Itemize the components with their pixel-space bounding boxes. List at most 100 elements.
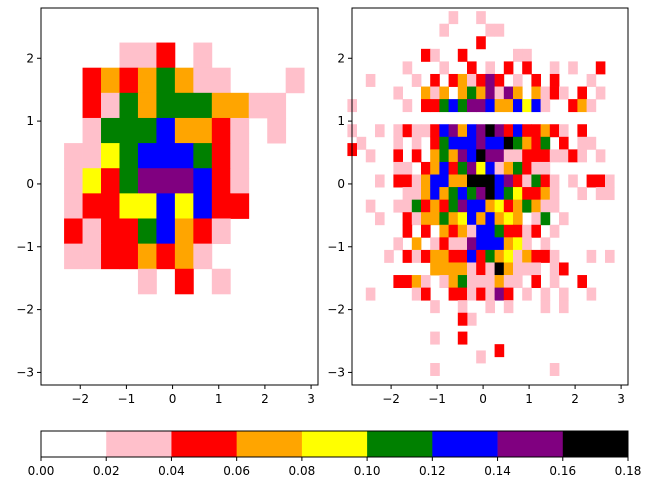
x-tick-label: 0 bbox=[479, 392, 487, 406]
right-heatmap-cell bbox=[476, 149, 486, 163]
left-heatmap-cell bbox=[174, 117, 194, 144]
left-heatmap-cell bbox=[230, 92, 250, 119]
right-heatmap-cell bbox=[430, 86, 440, 100]
right-heatmap-cell bbox=[430, 73, 440, 87]
colorbar-tick-label: 0.08 bbox=[289, 464, 316, 478]
right-plot-frame bbox=[351, 7, 629, 386]
right-heatmap-cell bbox=[421, 212, 431, 226]
right-heatmap-cell bbox=[531, 149, 541, 163]
right-heatmap-cell bbox=[540, 86, 551, 100]
right-heatmap-cell bbox=[522, 161, 532, 175]
right-heatmap-cell bbox=[402, 275, 413, 289]
right-heatmap-cell bbox=[457, 174, 468, 188]
right-heatmap-cell bbox=[503, 61, 514, 75]
colorbar-segment bbox=[301, 431, 368, 457]
right-heatmap-cell bbox=[494, 124, 505, 138]
x-tick-label: 0 bbox=[169, 392, 177, 406]
left-heatmap-cell bbox=[211, 92, 231, 119]
right-heatmap-cell bbox=[476, 287, 486, 301]
right-heatmap-cell bbox=[448, 187, 459, 201]
left-heatmap-cell bbox=[137, 143, 157, 169]
right-heatmap-cell bbox=[402, 199, 413, 213]
right-heatmap-cell bbox=[485, 212, 495, 226]
x-tick-label: −2 bbox=[382, 392, 400, 406]
left-heatmap-cell bbox=[82, 193, 102, 219]
right-heatmap-cell bbox=[540, 212, 551, 226]
right-heatmap-cell bbox=[375, 124, 385, 138]
left-plot-frame bbox=[40, 7, 319, 386]
right-heatmap-cell bbox=[356, 136, 367, 150]
left-heatmap-cell bbox=[137, 268, 157, 295]
left-heatmap-cell bbox=[156, 117, 176, 144]
right-heatmap-cell bbox=[531, 275, 541, 289]
right-heatmap-cell bbox=[595, 149, 606, 163]
right-heatmap-cell bbox=[494, 275, 505, 289]
left-heatmap-cell bbox=[230, 117, 250, 144]
left-heatmap-cell bbox=[193, 143, 213, 169]
right-heatmap-cell bbox=[513, 199, 523, 213]
right-heatmap-cell bbox=[448, 11, 459, 25]
colorbar-tick-label: 0.18 bbox=[615, 464, 642, 478]
right-heatmap-cell bbox=[430, 199, 440, 213]
right-heatmap-cell bbox=[476, 212, 486, 226]
right-heatmap-cell bbox=[411, 199, 422, 213]
right-heatmap-cell bbox=[448, 174, 459, 188]
right-heatmap-cell bbox=[485, 23, 495, 37]
right-heatmap-cell bbox=[457, 312, 468, 326]
left-x-axis: −2 −1 0 1 2 3 bbox=[71, 385, 315, 406]
right-heatmap-cell bbox=[494, 187, 505, 201]
right-heatmap-cell bbox=[467, 224, 477, 238]
right-heatmap-cell bbox=[448, 224, 459, 238]
x-tick-label: 3 bbox=[617, 392, 625, 406]
right-heatmap-cell bbox=[540, 161, 551, 175]
right-heatmap-cell bbox=[467, 249, 477, 263]
right-heatmap-cell bbox=[476, 275, 486, 289]
right-heatmap-cell bbox=[439, 199, 449, 213]
right-heatmap-cell bbox=[467, 61, 477, 75]
right-heatmap-cell bbox=[439, 174, 449, 188]
right-heatmap-cell bbox=[421, 124, 431, 138]
right-heatmap-cell bbox=[513, 187, 523, 201]
right-heatmap-cell bbox=[476, 86, 486, 100]
right-heatmap-cell bbox=[485, 287, 495, 301]
right-heatmap-cell bbox=[513, 249, 523, 263]
colorbar-ticks: 0.00 0.02 0.04 0.06 0.08 0.10 0.12 0.14 0.16 0.18 bbox=[28, 457, 642, 478]
right-heatmap-cell bbox=[494, 149, 505, 163]
left-heatmap-cell bbox=[119, 143, 139, 169]
right-heatmap-cell bbox=[467, 136, 477, 150]
right-heatmap-cell bbox=[375, 212, 385, 226]
right-heatmap-cell bbox=[365, 73, 376, 87]
colorbar-tick-label: 0.00 bbox=[28, 464, 55, 478]
left-heatmap-cell bbox=[267, 92, 287, 119]
left-heatmap-cell bbox=[211, 143, 231, 169]
left-heatmap-cell bbox=[119, 218, 139, 245]
right-heatmap-cell bbox=[586, 73, 597, 87]
x-tick-label: 3 bbox=[307, 392, 315, 406]
right-heatmap-cell bbox=[457, 73, 468, 87]
right-heatmap-cell bbox=[448, 237, 459, 251]
right-heatmap-cell bbox=[476, 174, 486, 188]
right-heatmap-cell bbox=[421, 161, 431, 175]
left-heatmap-cell bbox=[193, 168, 213, 194]
right-heatmap-cell bbox=[522, 48, 532, 62]
right-heatmap-cell bbox=[540, 149, 551, 163]
left-heatmap-cell bbox=[211, 218, 231, 245]
right-heatmap-cell bbox=[421, 86, 431, 100]
right-heatmap-cell bbox=[513, 149, 523, 163]
right-heatmap-cell bbox=[595, 86, 606, 100]
right-heatmap-cell bbox=[531, 187, 541, 201]
right-heatmap-cell bbox=[503, 249, 514, 263]
left-heatmap-cell bbox=[230, 193, 250, 219]
right-heatmap-cell bbox=[485, 237, 495, 251]
right-heatmap-cell bbox=[522, 262, 532, 276]
right-heatmap-cell bbox=[586, 136, 597, 150]
right-heatmap-cell bbox=[549, 249, 560, 263]
right-heatmap-cell bbox=[439, 262, 449, 276]
left-heatmap-cell bbox=[101, 117, 120, 144]
right-heatmap-cell bbox=[402, 161, 413, 175]
right-heatmap-cell bbox=[513, 224, 523, 238]
right-heatmap-cell bbox=[430, 237, 440, 251]
right-heatmap-cell bbox=[430, 48, 440, 62]
right-heatmap-cell bbox=[503, 86, 514, 100]
y-tick-label: 1 bbox=[26, 114, 34, 128]
